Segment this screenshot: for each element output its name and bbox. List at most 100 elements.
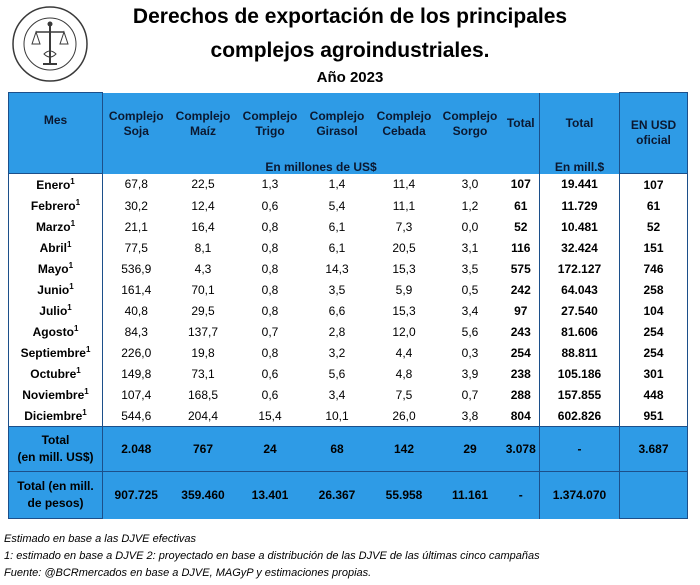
cell-total-ars: 81.606 — [539, 321, 620, 342]
cell-total-ars: 11.729 — [539, 195, 620, 216]
total-ars-oficial — [619, 471, 688, 519]
cell-total-ars: 172.127 — [539, 258, 620, 279]
cell-usd: 746 — [619, 258, 688, 279]
total-usd-row: Total (en mill. US$) 2.048 767 24 68 142 … — [8, 426, 688, 472]
total-usd-label: Total (en mill. US$) — [8, 426, 103, 472]
cell-girasol: 10,1 — [325, 408, 349, 423]
header-row-columns: Mes Complejo Soja Complejo Maíz Complejo Tr… — [8, 92, 688, 174]
cell-soja: 149,8 — [121, 366, 152, 381]
cell-sorgo: 3,0 — [461, 177, 479, 192]
cell-girasol: 6,1 — [328, 219, 346, 234]
cell-total-ars: 602.826 — [539, 405, 620, 427]
cell-total: 243 — [502, 321, 540, 342]
cell-cebada: 4,4 — [395, 345, 413, 360]
cell-cebada: 5,9 — [395, 282, 413, 297]
cell-soja: 77,5 — [124, 240, 148, 255]
cell-usd: 107 — [619, 173, 688, 195]
total-usd-girasol: 68 — [303, 426, 371, 472]
cell-maiz: 4,3 — [194, 261, 212, 276]
cell-total-ars: 105.186 — [539, 363, 620, 384]
cell-sorgo: 3,8 — [461, 408, 479, 423]
cell-total-ars: 157.855 — [539, 384, 620, 405]
cell-soja: 536,9 — [121, 261, 152, 276]
cell-sorgo: 3,4 — [461, 303, 479, 318]
title-line-1: Derechos de exportación de los principal… — [132, 5, 568, 28]
total-ars-row: Total (en mill. de pesos) 907.725 359.460… — [8, 471, 688, 519]
cell-girasol: 6,6 — [328, 303, 346, 318]
cell-girasol: 14,3 — [325, 261, 349, 276]
month-rows: Enero1 67,8 22,5 1,3 1,4 11,4 3,0 107 19.441 107 F… — [8, 173, 688, 427]
month-label: Enero1 — [8, 173, 103, 195]
cell-girasol: 5,4 — [328, 198, 346, 213]
cell-maiz: 16,4 — [191, 219, 215, 234]
cell-cebada: 15,3 — [392, 303, 416, 318]
header-sorgo: Complejo Sorgo — [437, 92, 503, 155]
cell-soja: 40,8 — [124, 303, 148, 318]
cell-total-ars: 10.481 — [539, 216, 620, 237]
export-duties-table: Mes Complejo Soja Complejo Maíz Complejo Tr… — [8, 92, 688, 519]
cell-usd: 254 — [619, 321, 688, 342]
unit-mill-pesos: En mill.$ — [539, 154, 620, 174]
header-cebada: Complejo Cebada — [370, 92, 438, 155]
cell-trigo: 0,8 — [261, 261, 279, 276]
cell-total-ars: 64.043 — [539, 279, 620, 300]
table-row: Febrero1 30,2 12,4 0,6 5,4 11,1 1,2 61 11.729 61 — [8, 195, 688, 216]
footnotes: Estimado en base a las DJVE efectivas 1:… — [4, 531, 694, 582]
cell-total: 242 — [502, 279, 540, 300]
cell-soja: 21,1 — [124, 219, 148, 234]
header-soja: Complejo Soja — [102, 92, 170, 155]
cell-total: 238 — [502, 363, 540, 384]
header-trigo: Complejo Trigo — [236, 92, 304, 155]
total-ars-total: - — [502, 471, 540, 519]
header-row-units: En millones de US$ En mill.$ — [9, 154, 688, 174]
cell-trigo: 0,8 — [261, 282, 279, 297]
cell-usd: 301 — [619, 363, 688, 384]
cell-maiz: 204,4 — [187, 408, 219, 423]
total-ars-cebada: 55.958 — [370, 471, 438, 519]
total-ars-maiz: 359.460 — [169, 471, 237, 519]
cell-girasol: 3,4 — [328, 387, 346, 402]
cell-usd: 258 — [619, 279, 688, 300]
cell-trigo: 0,8 — [261, 303, 279, 318]
cell-total-ars: 88.811 — [539, 342, 620, 363]
cell-total: 52 — [502, 216, 540, 237]
cell-maiz: 168,5 — [187, 387, 219, 402]
note-estimado: Estimado en base a las DJVE efectivas — [4, 533, 196, 545]
month-label: Diciembre1 — [8, 405, 103, 427]
cell-maiz: 22,5 — [191, 177, 215, 192]
cell-total: 107 — [502, 173, 540, 195]
cell-total: 61 — [502, 195, 540, 216]
month-label: Octubre1 — [8, 363, 103, 384]
cell-soja: 161,4 — [121, 282, 152, 297]
cell-cebada: 11,4 — [392, 177, 416, 192]
cell-usd: 951 — [619, 405, 688, 427]
total-ars-trigo: 13.401 — [236, 471, 304, 519]
cell-usd: 448 — [619, 384, 688, 405]
month-label: Mayo1 — [8, 258, 103, 279]
cell-sorgo: 3,9 — [461, 366, 479, 381]
cell-maiz: 12,4 — [191, 198, 215, 213]
table-row: Septiembre1 226,0 19,8 0,8 3,2 4,4 0,3 254 88.81… — [8, 342, 688, 363]
cell-trigo: 0,6 — [261, 366, 279, 381]
cell-trigo: 0,8 — [261, 219, 279, 234]
bolsa-comercio-rosario-logo — [12, 6, 88, 82]
cell-usd: 151 — [619, 237, 688, 258]
cell-sorgo: 0,5 — [461, 282, 479, 297]
header-mes: Mes — [8, 92, 103, 174]
cell-cebada: 11,1 — [392, 198, 416, 213]
total-usd-sorgo: 29 — [437, 426, 503, 472]
cell-soja: 30,2 — [124, 198, 148, 213]
cell-maiz: 137,7 — [187, 324, 219, 339]
cell-soja: 67,8 — [124, 177, 148, 192]
cell-soja: 84,3 — [124, 324, 148, 339]
cell-cebada: 12,0 — [392, 324, 416, 339]
cell-maiz: 73,1 — [191, 366, 215, 381]
cell-trigo: 1,3 — [261, 177, 279, 192]
cell-sorgo: 3,5 — [461, 261, 479, 276]
cell-girasol: 3,2 — [328, 345, 346, 360]
cell-total: 804 — [502, 405, 540, 427]
cell-trigo: 15,4 — [258, 408, 282, 423]
table-row: Diciembre1 544,6 204,4 15,4 10,1 26,0 3,8 804 60… — [8, 405, 688, 427]
cell-total: 288 — [502, 384, 540, 405]
cell-usd: 52 — [619, 216, 688, 237]
